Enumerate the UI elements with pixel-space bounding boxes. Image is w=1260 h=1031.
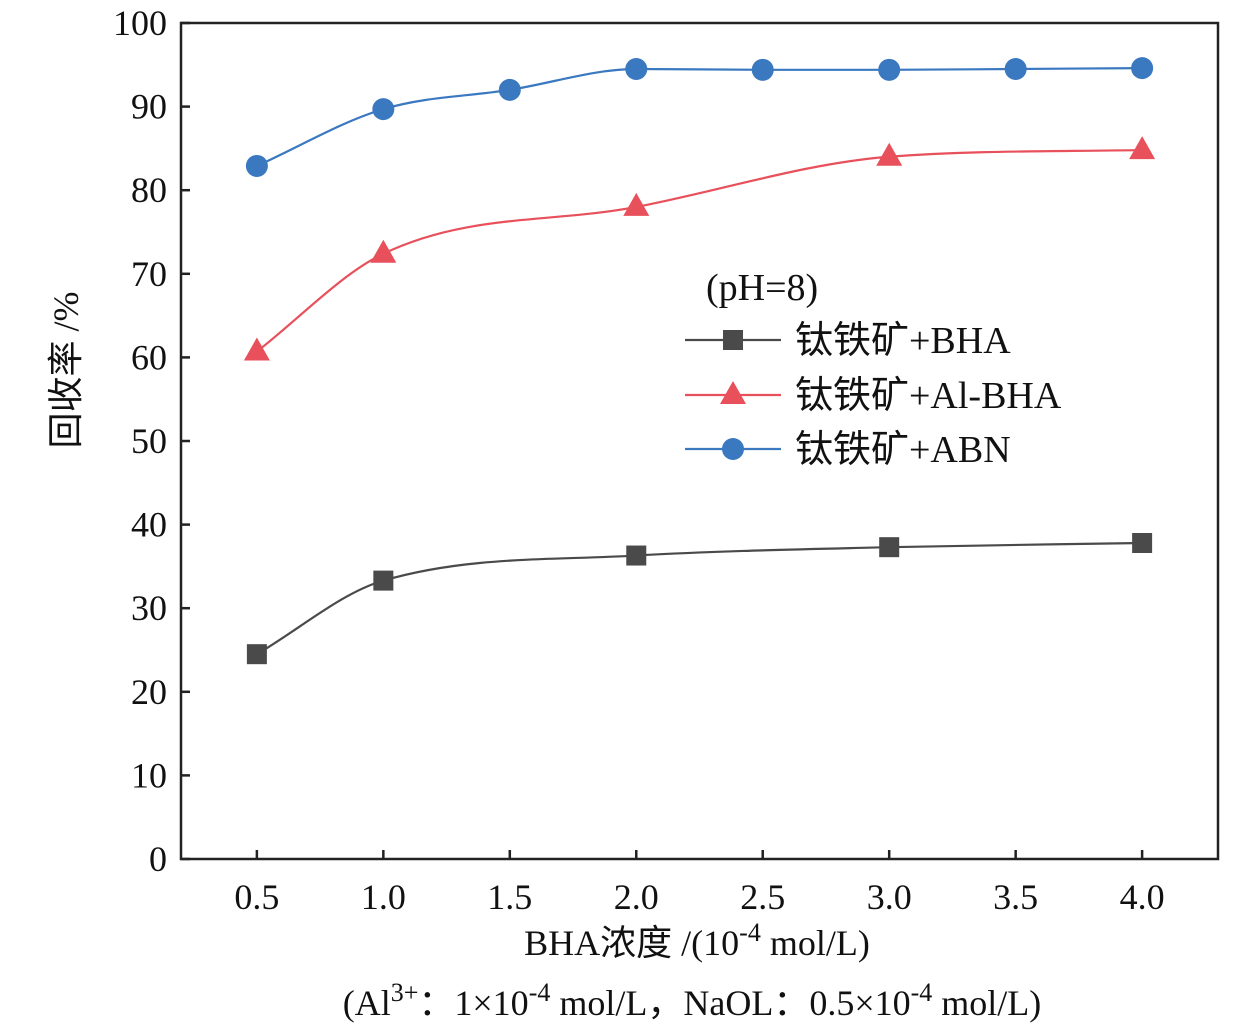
legend-label-al-bha: 钛铁矿+Al-BHA [795, 375, 1062, 417]
data-point-triangle [623, 192, 650, 216]
data-point-triangle [1129, 136, 1156, 160]
y-tick-label: 60 [131, 337, 167, 377]
data-point-triangle [876, 142, 903, 166]
axis-ticks: 0 10 20 30 40 50 60 70 80 90 100 0.5 1.0 1.5 2.0 2.5 3.0… [113, 3, 1165, 917]
y-axis-title: 回收率 /% [46, 292, 86, 449]
data-point-circle [1004, 57, 1027, 80]
y-tick-label: 0 [149, 839, 167, 879]
y-tick-label: 80 [131, 170, 167, 210]
data-point-circle [372, 98, 395, 121]
y-tick-label: 70 [131, 254, 167, 294]
series-2 [245, 57, 1154, 177]
legend-entry-abn: 钛铁矿+ABN [685, 429, 1011, 471]
data-point-square [879, 537, 900, 558]
legend-label-bha: 钛铁矿+BHA [795, 320, 1011, 362]
data-point-square [246, 644, 267, 665]
legend-title: (pH=8) [706, 267, 818, 309]
y-tick-label: 20 [131, 672, 167, 712]
data-point-circle [878, 58, 901, 81]
legend-entry-bha: 钛铁矿+BHA [685, 320, 1011, 362]
y-tick-label: 40 [131, 505, 167, 545]
series-line [256, 67, 1143, 167]
y-tick-label: 50 [131, 421, 167, 461]
x-axis-title: BHA浓度 /(10-4 mol/L) [524, 918, 870, 963]
x-tick-label: 1.5 [487, 877, 532, 917]
x-tick-label: 2.5 [740, 877, 785, 917]
data-point-circle [751, 58, 774, 81]
series-0 [246, 532, 1153, 665]
x-tick-label: 4.0 [1120, 877, 1165, 917]
data-point-square [626, 545, 647, 566]
data-point-circle [245, 154, 268, 177]
legend-label-abn: 钛铁矿+ABN [795, 429, 1011, 471]
data-point-triangle [243, 337, 270, 361]
condition-note: (Al3+：1×10-4 mol/L，NaOL：0.5×10-4 mol/L) [343, 978, 1042, 1023]
x-tick-label: 1.0 [361, 877, 406, 917]
legend-marker-circle [722, 438, 744, 460]
legend-entry-al-bha: 钛铁矿+Al-BHA [685, 375, 1062, 417]
x-axis-title-sup: -4 [739, 918, 761, 947]
data-point-square [373, 570, 394, 591]
plot-frame [179, 21, 1220, 861]
legend-marker-triangle [720, 381, 746, 404]
legend-marker-square [723, 330, 743, 350]
x-tick-label: 2.0 [614, 877, 659, 917]
x-tick-label: 3.0 [867, 877, 912, 917]
data-point-circle [625, 57, 648, 80]
series-line [256, 541, 1143, 656]
data-point-triangle [370, 239, 397, 263]
y-tick-label: 30 [131, 588, 167, 628]
data-point-circle [1131, 57, 1154, 80]
series-1 [243, 136, 1156, 361]
series-layer [243, 57, 1156, 665]
y-tick-label: 10 [131, 755, 167, 795]
x-tick-label: 3.5 [993, 877, 1038, 917]
data-point-square [1132, 532, 1153, 553]
legend: (pH=8) 钛铁矿+BHA 钛铁矿+Al-BHA 钛铁矿+ABN [685, 267, 1062, 471]
data-point-circle [498, 78, 521, 101]
y-tick-label: 90 [131, 87, 167, 127]
x-tick-label: 0.5 [234, 877, 279, 917]
series-line [256, 148, 1143, 353]
y-tick-label: 100 [113, 3, 167, 43]
